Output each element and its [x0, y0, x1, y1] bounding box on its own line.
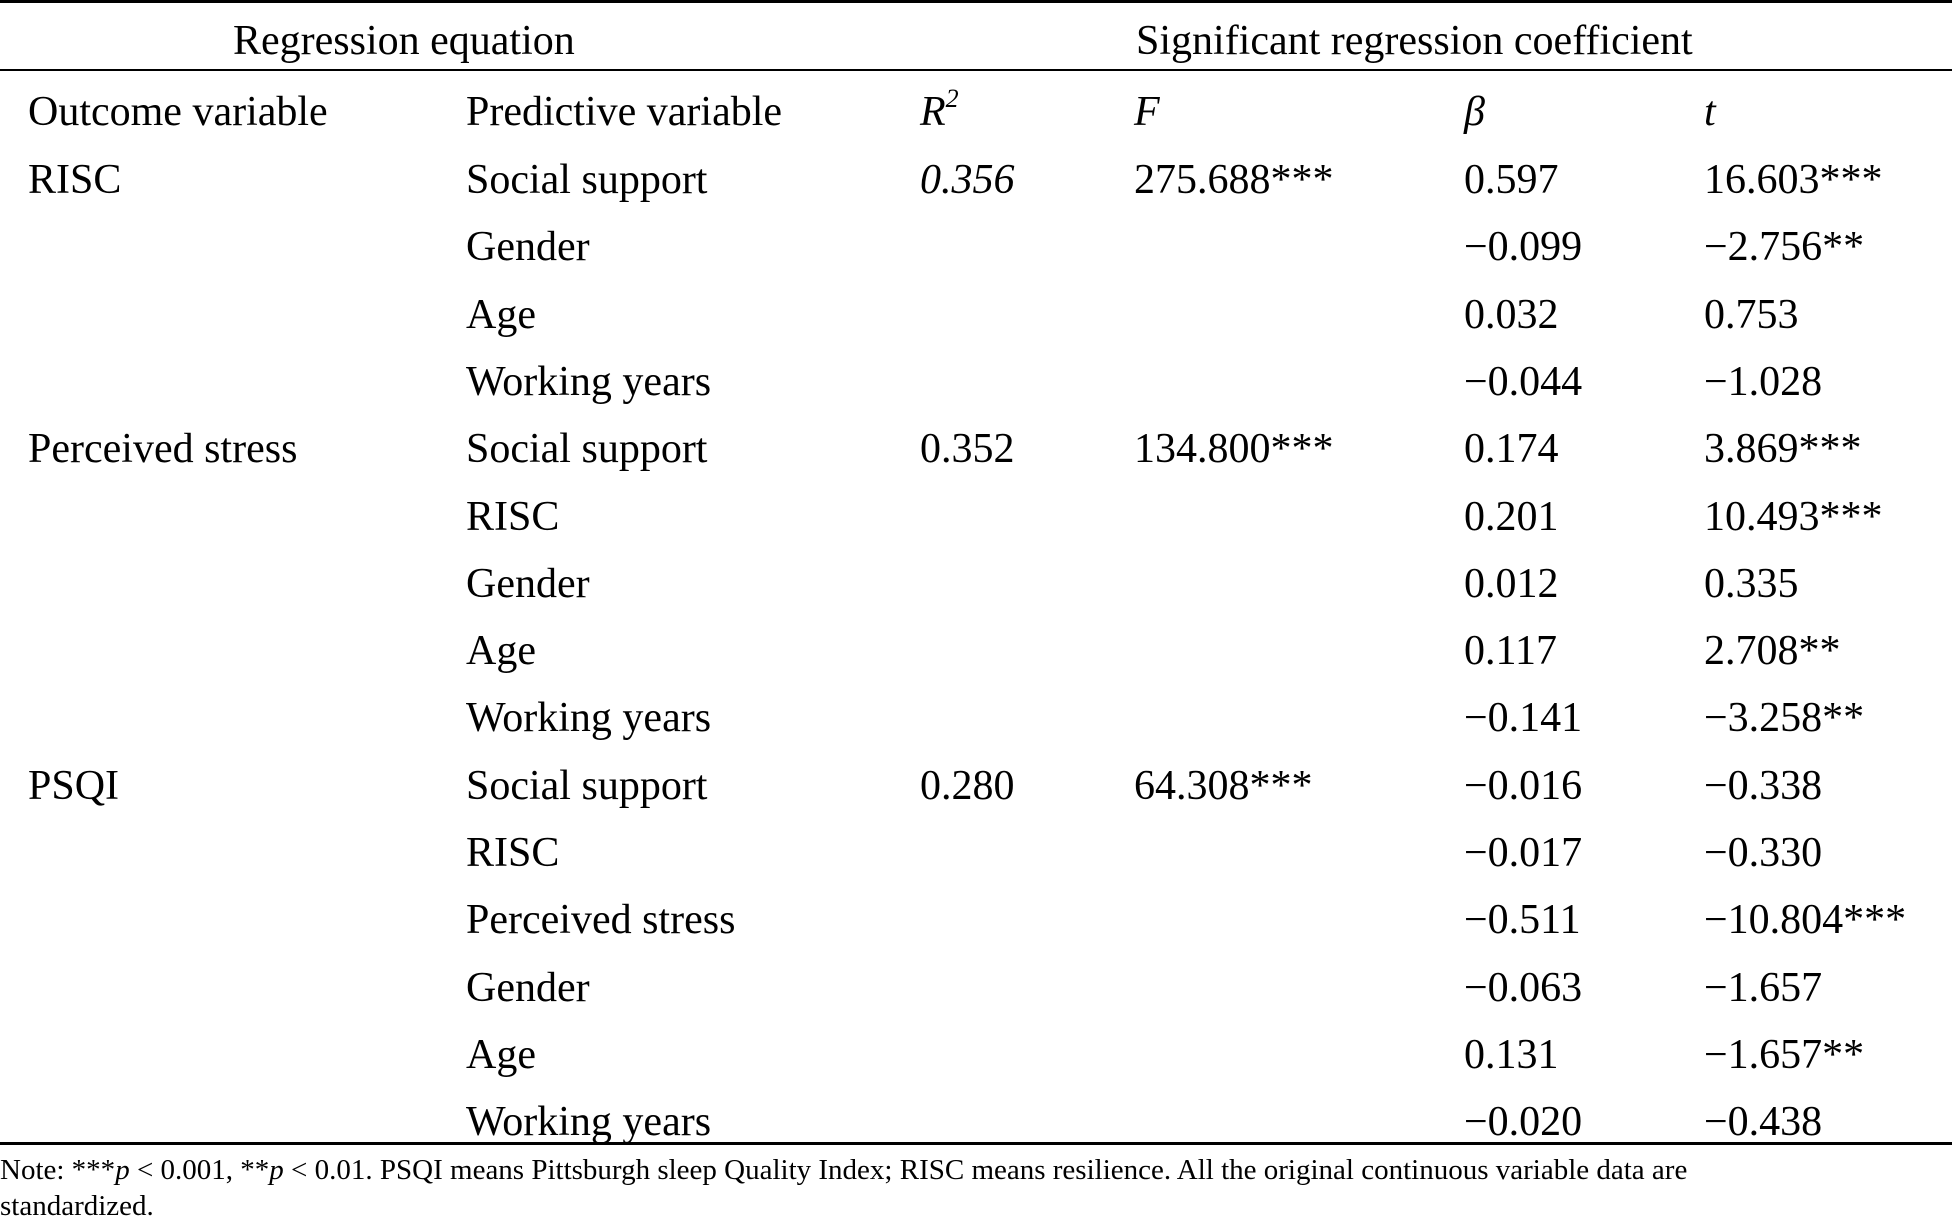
table-row: Working years −0.044 −1.028	[0, 357, 1952, 424]
column-header-row: Outcome variable Predictive variable R2 …	[0, 84, 1952, 154]
cell-predictive: Gender	[466, 224, 590, 270]
cell-predictive: RISC	[466, 494, 560, 540]
table-row: Perceived stress Social support 0.352 134.8…	[0, 424, 1952, 491]
note-p-symbol-1: p	[115, 1154, 130, 1186]
cell-beta: −0.044	[1464, 359, 1583, 405]
note-p-symbol-2: p	[269, 1154, 284, 1186]
cell-outcome: RISC	[28, 157, 122, 203]
note-middle: < 0.001, **	[129, 1154, 270, 1186]
table-row: PSQI Social support 0.280 64.308*** −0.016 −0…	[0, 761, 1952, 828]
table-row: RISC Social support 0.356 275.688*** 0.597 16…	[0, 155, 1952, 222]
cell-beta: 0.117	[1464, 628, 1557, 674]
column-header-outcome: Outcome variable	[28, 89, 328, 135]
cell-outcome: PSQI	[28, 763, 120, 809]
column-header-t: t	[1704, 89, 1716, 135]
cell-t: −0.438	[1704, 1099, 1823, 1145]
group-header-significant-coefficient: Significant regression coefficient	[1136, 18, 1693, 64]
group-header-regression-equation: Regression equation	[233, 18, 575, 64]
table-bottom-rule	[0, 1142, 1952, 1145]
table-row: Perceived stress −0.511 −10.804***	[0, 895, 1952, 962]
cell-beta: −0.020	[1464, 1099, 1583, 1145]
cell-t: −1.657	[1704, 965, 1823, 1011]
cell-beta: −0.016	[1464, 763, 1583, 809]
cell-t: 3.869***	[1704, 426, 1862, 472]
table-row: Age 0.117 2.708**	[0, 626, 1952, 693]
table-row: Working years −0.141 −3.258**	[0, 693, 1952, 760]
cell-predictive: Working years	[466, 1099, 712, 1145]
cell-predictive: Social support	[466, 157, 708, 203]
cell-f: 64.308***	[1134, 763, 1313, 809]
cell-t: −2.756**	[1704, 224, 1865, 270]
note-line-2: standardized.	[0, 1190, 154, 1222]
cell-beta: 0.012	[1464, 561, 1559, 607]
cell-t: −0.330	[1704, 830, 1823, 876]
column-header-predictive: Predictive variable	[466, 89, 783, 135]
cell-t: −10.804***	[1704, 897, 1907, 943]
cell-predictive: Working years	[466, 695, 712, 741]
cell-beta: 0.131	[1464, 1032, 1559, 1078]
note-prefix: Note: ***	[0, 1154, 116, 1186]
cell-beta: 0.032	[1464, 292, 1559, 338]
r2-superscript: 2	[945, 84, 959, 113]
note-rest: < 0.01. PSQI means Pittsburgh sleep Qual…	[283, 1154, 1688, 1186]
cell-predictive: Social support	[466, 426, 708, 472]
cell-predictive: Social support	[466, 763, 708, 809]
table-top-rule	[0, 0, 1952, 3]
cell-beta: −0.511	[1464, 897, 1581, 943]
cell-predictive: Age	[466, 292, 536, 338]
cell-predictive: Age	[466, 628, 536, 674]
column-header-beta: β	[1464, 89, 1485, 135]
table-row: Gender 0.012 0.335	[0, 559, 1952, 626]
table-row: Age 0.032 0.753	[0, 290, 1952, 357]
cell-t: 0.335	[1704, 561, 1799, 607]
cell-beta: 0.201	[1464, 494, 1559, 540]
note-line-1: Note: ***p < 0.001, **p < 0.01. PSQI mea…	[0, 1152, 1952, 1188]
cell-outcome: Perceived stress	[28, 426, 298, 472]
table-row: RISC −0.017 −0.330	[0, 828, 1952, 895]
cell-predictive: RISC	[466, 830, 560, 876]
cell-predictive: Working years	[466, 359, 712, 405]
cell-beta: 0.597	[1464, 157, 1559, 203]
table-note: Note: ***p < 0.001, **p < 0.01. PSQI mea…	[0, 1152, 1952, 1224]
table-header-rule	[0, 69, 1952, 71]
cell-beta: −0.099	[1464, 224, 1583, 270]
table-row: Age 0.131 −1.657**	[0, 1030, 1952, 1097]
cell-predictive: Perceived stress	[466, 897, 736, 943]
cell-beta: 0.174	[1464, 426, 1559, 472]
table-row: Working years −0.020 −0.438	[0, 1097, 1952, 1164]
column-header-r2: R2	[920, 84, 959, 137]
cell-predictive: Gender	[466, 965, 590, 1011]
table-row: Gender −0.099 −2.756**	[0, 222, 1952, 289]
cell-t: 0.753	[1704, 292, 1799, 338]
cell-t: −1.028	[1704, 359, 1823, 405]
cell-r2: 0.356	[920, 157, 1015, 203]
cell-predictive: Age	[466, 1032, 536, 1078]
cell-t: −0.338	[1704, 763, 1823, 809]
cell-t: 10.493***	[1704, 494, 1883, 540]
cell-r2: 0.352	[920, 426, 1015, 472]
table-row: Gender −0.063 −1.657	[0, 963, 1952, 1030]
cell-t: 2.708**	[1704, 628, 1841, 674]
cell-r2: 0.280	[920, 763, 1015, 809]
cell-f: 275.688***	[1134, 157, 1334, 203]
cell-predictive: Gender	[466, 561, 590, 607]
cell-beta: −0.063	[1464, 965, 1583, 1011]
r2-base: R	[920, 89, 946, 135]
cell-t: −1.657**	[1704, 1032, 1865, 1078]
cell-f: 134.800***	[1134, 426, 1334, 472]
table-row: RISC 0.201 10.493***	[0, 492, 1952, 559]
column-header-f: F	[1134, 89, 1160, 135]
cell-t: 16.603***	[1704, 157, 1883, 203]
cell-t: −3.258**	[1704, 695, 1865, 741]
cell-beta: −0.017	[1464, 830, 1583, 876]
cell-beta: −0.141	[1464, 695, 1583, 741]
